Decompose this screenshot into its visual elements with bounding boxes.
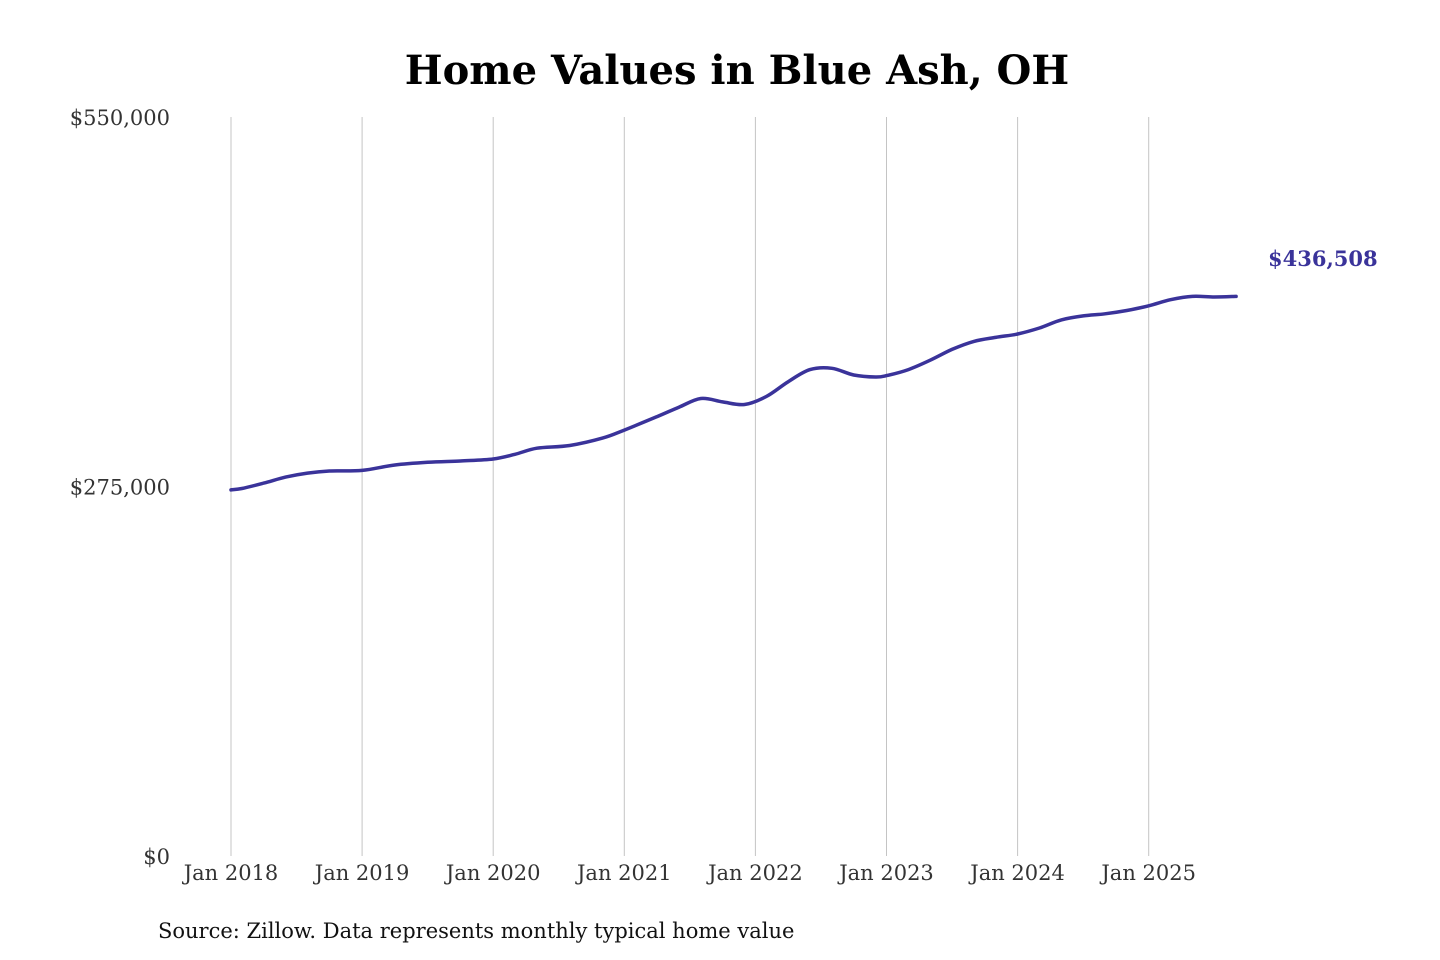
chart-title: Home Values in Blue Ash, OH <box>405 47 1069 94</box>
y-axis-ticks: $0 $275,000 $550,000 <box>70 106 170 869</box>
x-tick-label: Jan 2022 <box>706 861 803 885</box>
latest-value-label: $436,508 <box>1268 246 1378 271</box>
x-tick-label: Jan 2019 <box>313 861 410 885</box>
x-tick-label: Jan 2024 <box>968 861 1065 885</box>
x-tick-label: Jan 2018 <box>182 861 279 885</box>
y-tick-label: $0 <box>143 845 170 869</box>
x-tick-label: Jan 2023 <box>837 861 934 885</box>
x-axis-ticks: Jan 2018 Jan 2019 Jan 2020 Jan 2021 Jan 2022… <box>182 861 1196 885</box>
y-tick-label: $550,000 <box>70 106 170 130</box>
x-tick-label: Jan 2021 <box>575 861 672 885</box>
x-tick-label: Jan 2020 <box>444 861 541 885</box>
source-note: Source: Zillow. Data represents monthly … <box>158 919 794 943</box>
y-tick-label: $275,000 <box>70 476 170 500</box>
home-value-line <box>229 294 1238 492</box>
grid-lines <box>230 117 1150 856</box>
x-tick-label: Jan 2025 <box>1099 861 1196 885</box>
